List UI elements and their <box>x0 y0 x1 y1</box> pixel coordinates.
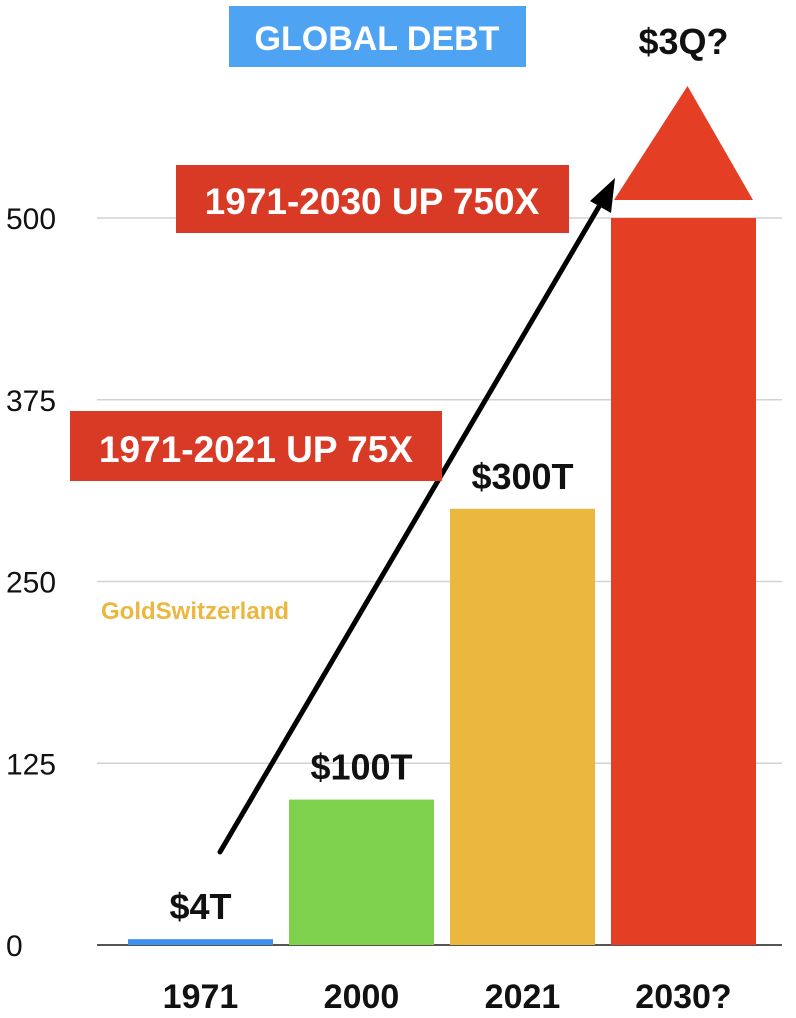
y-tick-label: 125 <box>6 748 56 781</box>
y-tick-label: 375 <box>6 385 56 418</box>
title-text: GLOBAL DEBT <box>255 20 500 58</box>
data-labels: $4T $100T $300T $3Q? <box>169 21 728 927</box>
annotation-2021-text: 1971-2021 UP 75X <box>99 429 413 470</box>
y-tick-label: 0 <box>6 930 23 963</box>
data-label: $4T <box>169 886 231 927</box>
continuation-arrowhead <box>614 86 753 200</box>
trend-arrowhead <box>590 178 615 213</box>
continuation-triangle <box>614 86 753 200</box>
x-tick-label: 1971 <box>163 978 239 1016</box>
x-axis-labels: 1971 2000 2021 2030? <box>163 978 732 1016</box>
y-tick-label: 250 <box>6 567 56 600</box>
data-label: $300T <box>471 456 573 497</box>
x-tick-label: 2021 <box>485 978 561 1016</box>
bar-2030 <box>611 218 756 945</box>
annotation-2021: 1971-2021 UP 75X <box>70 411 442 481</box>
bars <box>128 218 756 945</box>
watermark-text: GoldSwitzerland <box>101 598 289 625</box>
bar-1971 <box>128 939 273 945</box>
y-tick-label: 500 <box>6 203 56 236</box>
trend-arrow-line <box>217 195 607 855</box>
annotation-2030-background <box>176 165 569 233</box>
data-label: $3Q? <box>638 21 728 62</box>
x-tick-label: 2000 <box>324 978 400 1016</box>
trend-arrow <box>217 178 615 855</box>
bar-2021 <box>450 508 595 945</box>
annotation-2030: 1971-2030 UP 750X <box>176 165 569 233</box>
annotation-2030-text: 1971-2030 UP 750X <box>205 181 540 222</box>
bar-2000 <box>289 799 434 945</box>
x-tick-label: 2030? <box>635 978 731 1016</box>
y-axis-ticks: 0 125 250 375 500 <box>6 203 56 963</box>
annotation-2021-background <box>70 411 442 481</box>
chart-title: GLOBAL DEBT <box>229 6 526 67</box>
title-background <box>229 6 526 67</box>
watermark: GoldSwitzerland <box>101 598 289 625</box>
data-label: $100T <box>310 747 412 788</box>
